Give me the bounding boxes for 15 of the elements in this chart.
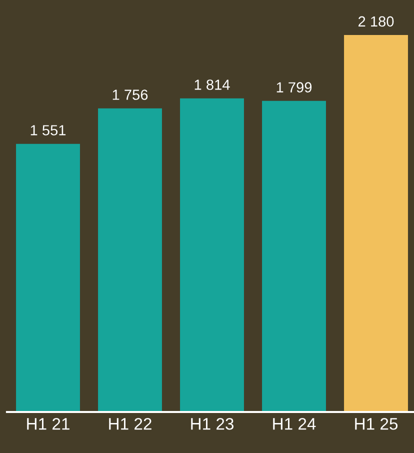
data-label: 1 799 (276, 82, 312, 92)
bar (16, 144, 80, 412)
x-tick-label: H1 24 (273, 418, 316, 430)
bar (344, 35, 408, 412)
x-tick-label: H1 22 (109, 418, 152, 430)
bar (262, 100, 326, 412)
data-label: 1 551 (30, 125, 66, 136)
data-label: 1 814 (194, 80, 230, 90)
x-tick-label: H1 23 (191, 418, 234, 430)
data-label: 1 756 (112, 90, 148, 100)
bar (98, 108, 162, 412)
data-label: 2 180 (358, 16, 394, 27)
bar (180, 98, 244, 412)
x-tick-label: H1 25 (355, 418, 398, 430)
x-tick-label: H1 21 (27, 418, 70, 430)
